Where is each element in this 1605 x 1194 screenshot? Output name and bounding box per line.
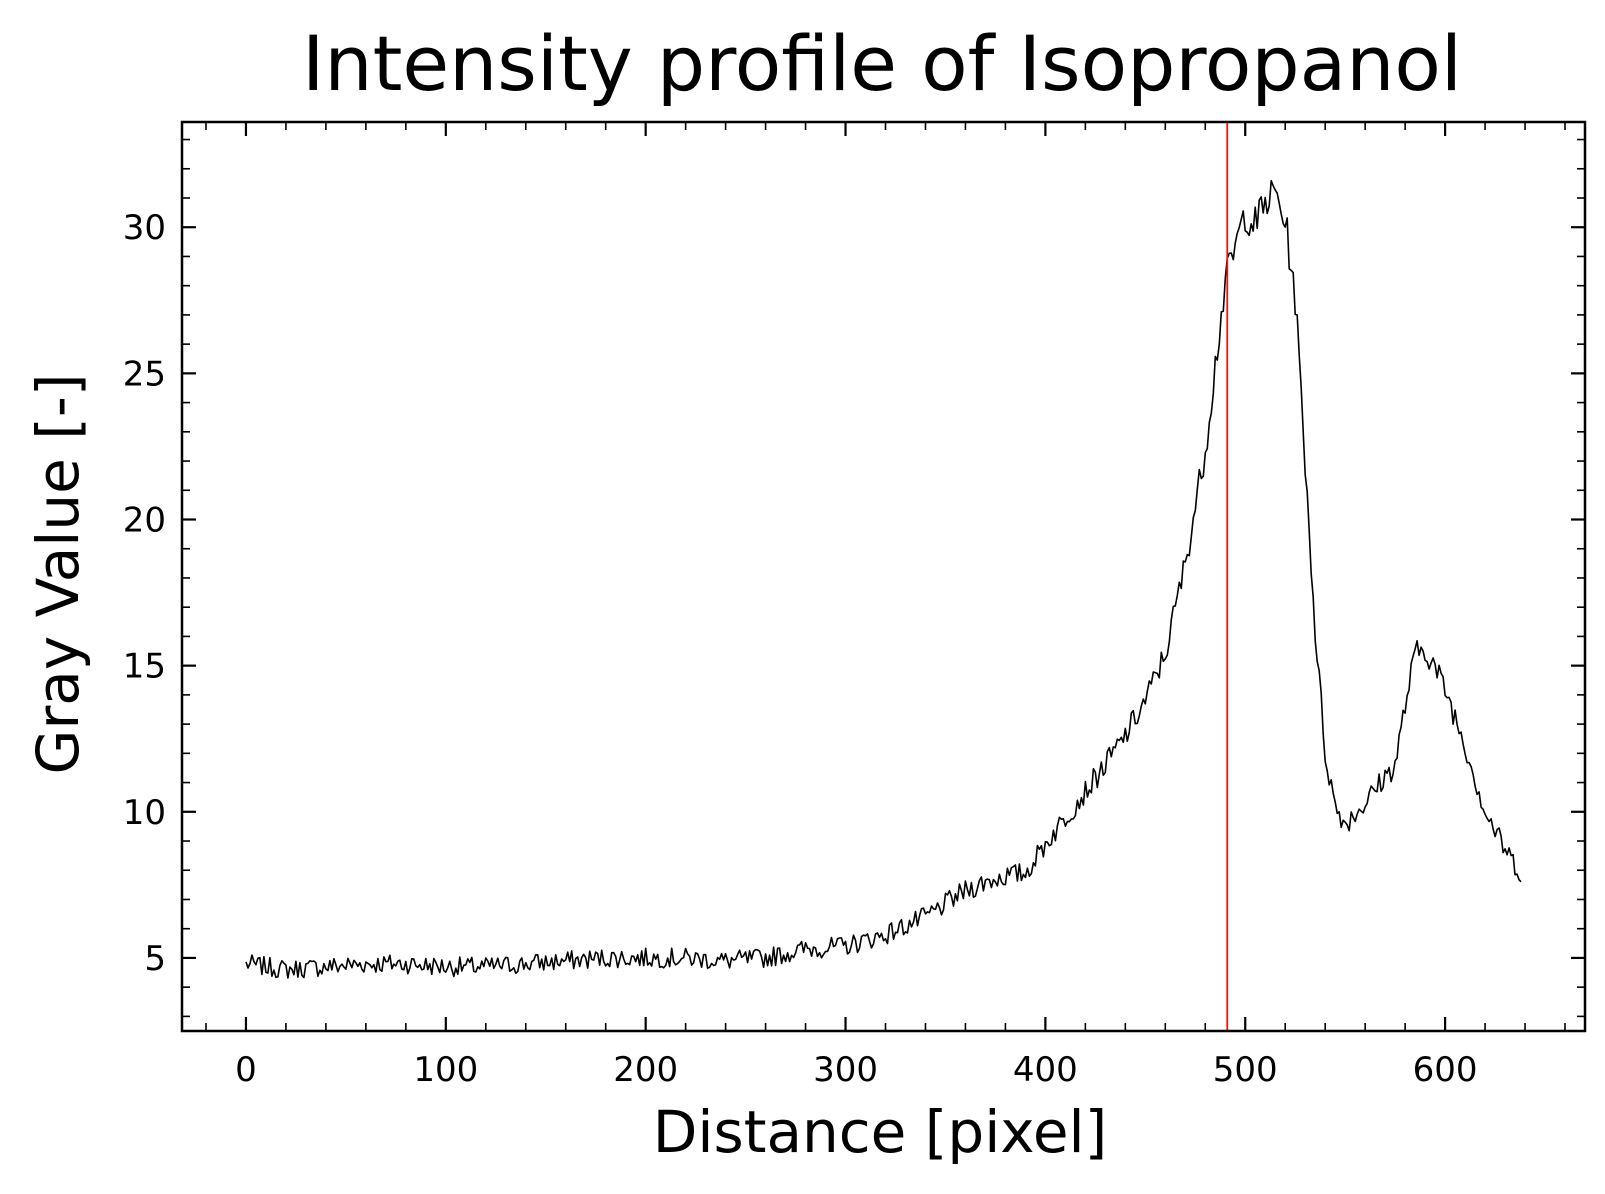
y-tick-label: 15 bbox=[123, 647, 166, 687]
y-tick-label: 20 bbox=[123, 501, 166, 541]
chart-title: Intensity profile of Isopropanol bbox=[302, 19, 1462, 108]
y-tick-label: 30 bbox=[123, 208, 166, 248]
x-tick-label: 500 bbox=[1213, 1050, 1278, 1090]
x-tick-label: 300 bbox=[813, 1050, 878, 1090]
x-tick-label: 400 bbox=[1013, 1050, 1078, 1090]
x-tick-label: 0 bbox=[235, 1050, 257, 1090]
y-axis-label: Gray Value [-] bbox=[24, 374, 92, 775]
y-tick-label: 10 bbox=[123, 793, 166, 833]
y-tick-label: 25 bbox=[123, 354, 166, 394]
x-axis-label: Distance [pixel] bbox=[653, 1098, 1108, 1166]
y-tick-label: 5 bbox=[144, 939, 166, 979]
plot-frame bbox=[180, 120, 1587, 1033]
x-tick-label: 200 bbox=[613, 1050, 678, 1090]
x-tick-label: 100 bbox=[413, 1050, 478, 1090]
x-tick-label: 600 bbox=[1413, 1050, 1478, 1090]
gray-value-line bbox=[245, 180, 1522, 979]
